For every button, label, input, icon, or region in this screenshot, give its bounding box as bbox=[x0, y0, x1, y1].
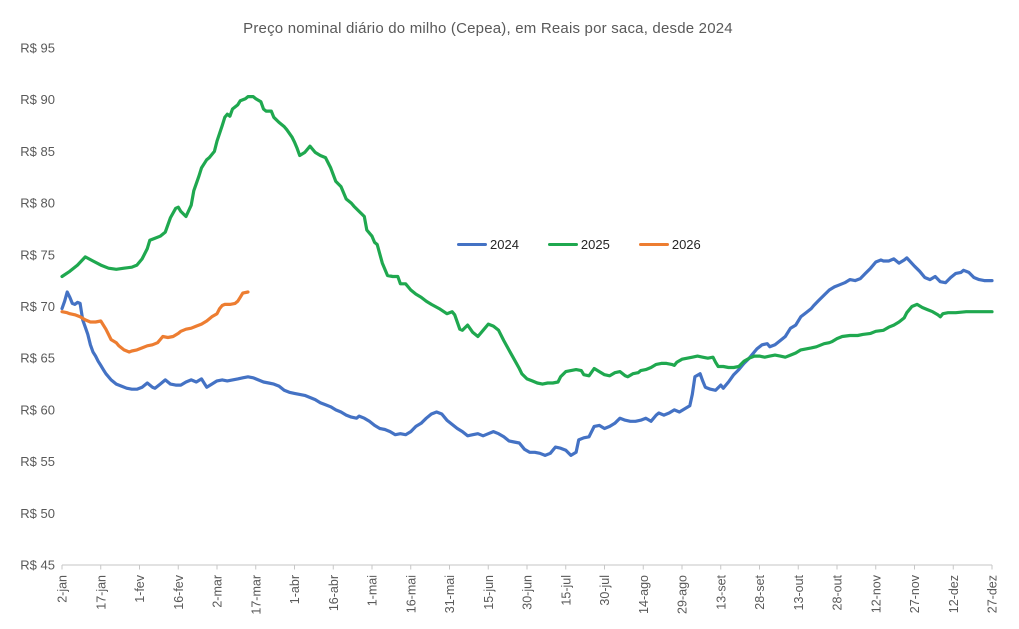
x-tick-label: 1-mai bbox=[366, 575, 380, 606]
y-tick-label: R$ 85 bbox=[20, 144, 55, 159]
series-line-2025 bbox=[60, 94, 994, 386]
y-tick-label: R$ 70 bbox=[20, 299, 55, 314]
legend-item-2024: 2024 bbox=[457, 237, 519, 252]
legend-item-2026: 2026 bbox=[638, 237, 701, 252]
x-tick-label: 15-jul bbox=[559, 575, 573, 606]
y-tick-label: R$ 80 bbox=[20, 196, 55, 211]
x-tick-label: 2-mar bbox=[211, 575, 225, 608]
y-tick-label: R$ 75 bbox=[20, 247, 55, 262]
legend-swatch-2025 bbox=[547, 242, 578, 247]
y-tick-label: R$ 50 bbox=[20, 506, 55, 521]
legend-swatch-2026 bbox=[638, 242, 669, 247]
x-tick-label: 31-mai bbox=[443, 575, 457, 613]
x-tick-label: 29-ago bbox=[676, 575, 690, 614]
x-tick-label: 16-mai bbox=[404, 575, 418, 613]
x-tick-label: 13-out bbox=[792, 574, 806, 610]
x-tick-label: 30-jun bbox=[521, 575, 535, 610]
x-tick-label: 28-set bbox=[753, 574, 767, 609]
x-tick-label: 1-abr bbox=[288, 575, 302, 604]
chart-title: Preço nominal diário do milho (Cepea), e… bbox=[243, 20, 733, 37]
x-tick-label: 12-dez bbox=[947, 575, 961, 613]
x-tick-label: 15-jun bbox=[482, 575, 496, 610]
x-tick-label: 30-jul bbox=[598, 575, 612, 606]
x-tick-label: 16-abr bbox=[327, 575, 341, 611]
legend-item-2025: 2025 bbox=[547, 237, 610, 252]
legend-label-2025: 2025 bbox=[580, 237, 610, 252]
x-tick-label: 14-ago bbox=[637, 575, 651, 614]
legend-label-2026: 2026 bbox=[671, 237, 701, 252]
x-tick-label: 27-nov bbox=[908, 574, 922, 613]
y-tick-label: R$ 65 bbox=[20, 351, 55, 366]
y-tick-label: R$ 55 bbox=[20, 454, 55, 469]
x-tick-label: 27-dez bbox=[986, 575, 1000, 613]
series-line-2024 bbox=[60, 256, 994, 457]
x-tick-label: 17-mar bbox=[249, 575, 263, 615]
x-tick-label: 17-jan bbox=[94, 575, 108, 610]
y-tick-label: R$ 95 bbox=[20, 41, 55, 56]
y-tick-label: R$ 90 bbox=[20, 92, 55, 107]
x-tick-label: 16-fev bbox=[172, 574, 186, 609]
legend-label-2024: 2024 bbox=[490, 237, 519, 252]
x-tick-label: 2-jan bbox=[56, 575, 70, 603]
x-tick-label: 1-fev bbox=[133, 574, 147, 603]
x-tick-label: 28-out bbox=[831, 574, 845, 610]
x-tick-label: 12-nov bbox=[869, 574, 883, 613]
legend: 2024 2025 2026 bbox=[457, 237, 701, 252]
y-tick-label: R$ 45 bbox=[20, 558, 55, 573]
y-tick-label: R$ 60 bbox=[20, 402, 55, 417]
legend-swatch-2024 bbox=[457, 242, 487, 247]
series-line-2026 bbox=[60, 290, 250, 354]
x-tick-label: 13-set bbox=[714, 574, 728, 609]
